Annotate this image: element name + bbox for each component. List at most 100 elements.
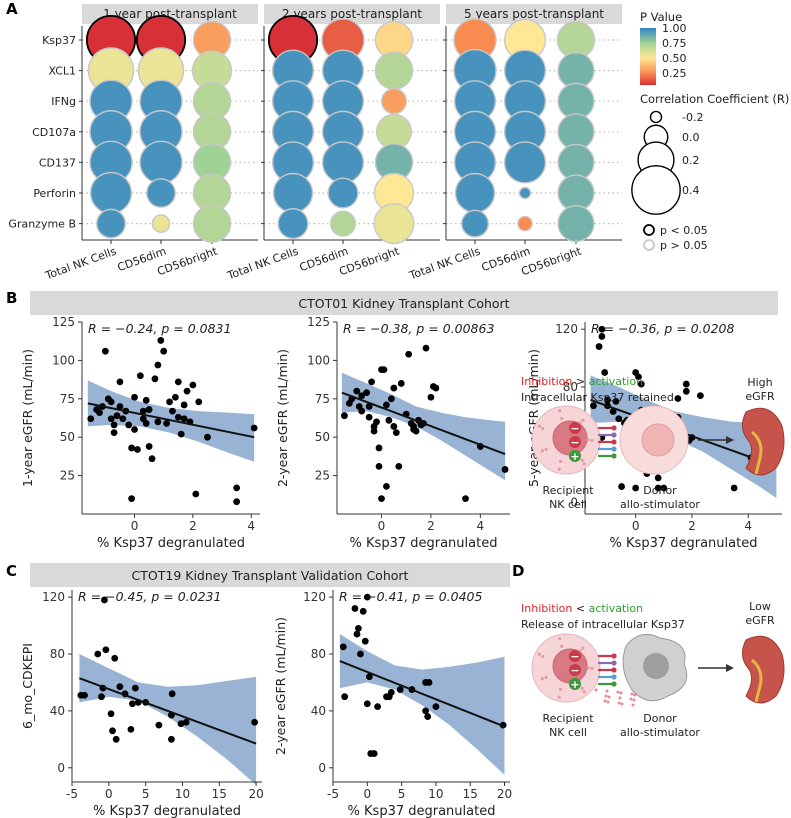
comparison-symbol: < xyxy=(572,602,588,615)
facet-title: 5 years post-transplant xyxy=(464,7,604,21)
data-point xyxy=(396,686,404,693)
outcome-label: High xyxy=(747,376,772,389)
data-point xyxy=(637,380,645,388)
correlation-annotation: R = −0.45, p = 0.0231 xyxy=(78,589,221,604)
data-point xyxy=(341,412,348,420)
inhibition-word: Inhibition xyxy=(521,375,572,388)
granule xyxy=(586,666,590,670)
data-point xyxy=(353,630,361,638)
bubble xyxy=(557,204,595,243)
data-point xyxy=(109,727,116,735)
x-tick-label: 2 xyxy=(189,519,197,533)
receptor-ligand xyxy=(611,439,617,445)
x-tick-label: 20 xyxy=(497,787,512,801)
y-axis-label: 2-year eGFR (mL/min) xyxy=(275,349,290,487)
receptor-ligand xyxy=(611,681,617,687)
legend-tick: 0.25 xyxy=(662,67,687,80)
mechanism-title: Inhibition > activation xyxy=(521,375,643,388)
data-point xyxy=(601,369,609,376)
x-tick-label: 2 xyxy=(688,519,696,533)
data-point xyxy=(357,650,364,658)
panel-d-diagram: −−+−−+Inhibition > activationIntracellul… xyxy=(521,375,785,739)
x-tick-label: -5 xyxy=(66,787,78,801)
data-point xyxy=(169,407,176,415)
bubble xyxy=(517,215,533,232)
receptor-ligand xyxy=(611,660,617,666)
y-tick-label: 120 xyxy=(555,322,578,336)
data-point xyxy=(96,409,103,417)
y-tick-label: 50 xyxy=(315,430,330,444)
donor-label: allo-stimulator xyxy=(620,726,700,739)
recipient-label: NK cell xyxy=(549,498,587,511)
granule xyxy=(558,409,562,413)
data-point xyxy=(354,625,362,632)
legend-sig-label: p < 0.05 xyxy=(660,224,708,237)
y-tick-label: 50 xyxy=(60,430,75,444)
data-point xyxy=(87,415,95,423)
correlation-annotation: R = −0.38, p = 0.00863 xyxy=(343,321,494,336)
released-granule xyxy=(606,700,610,704)
y-tick-label: 125 xyxy=(52,315,75,329)
released-granule xyxy=(607,695,611,699)
data-point xyxy=(378,495,385,503)
data-point xyxy=(160,347,168,355)
outcome-label: eGFR xyxy=(745,614,775,627)
inhibitory-receptor-marker xyxy=(569,422,581,434)
arrow-head xyxy=(726,436,734,444)
x-tick-label: -5 xyxy=(327,787,339,801)
data-point xyxy=(128,700,136,708)
data-point xyxy=(195,398,203,406)
released-granule xyxy=(594,688,598,692)
scatter-panel-b1: 0 2 4 25 50 75 100 125 % Ksp37 degranulated 1-yea… xyxy=(20,315,260,551)
released-granule xyxy=(631,703,635,707)
correlation-annotation: R = −0.41, p = 0.0405 xyxy=(339,589,482,604)
bubble xyxy=(380,88,408,115)
released-granule xyxy=(619,691,623,695)
bubble xyxy=(139,140,183,185)
data-point xyxy=(145,443,153,450)
x-tick-label: 4 xyxy=(477,519,485,533)
strip-b xyxy=(30,291,778,315)
data-point xyxy=(370,427,378,435)
column-label: Total NK Cells xyxy=(43,245,119,283)
regression-line xyxy=(341,391,506,456)
data-point xyxy=(595,343,603,350)
data-point xyxy=(405,350,413,358)
bubble xyxy=(461,209,490,238)
data-point xyxy=(136,372,144,380)
x-tick-label: 5 xyxy=(398,787,406,801)
donor-label: allo-stimulator xyxy=(620,498,700,511)
data-point xyxy=(113,412,121,420)
y-tick-label: 75 xyxy=(315,392,330,406)
data-point xyxy=(422,344,430,352)
data-point xyxy=(604,396,611,404)
panel-label-a: A xyxy=(6,0,18,18)
data-point xyxy=(375,444,383,452)
y-tick-label: 80 xyxy=(50,647,65,661)
data-point xyxy=(730,484,738,492)
facet-title: 2 years post-transplant xyxy=(282,7,422,21)
plus-sign: + xyxy=(570,678,579,691)
data-point xyxy=(395,462,403,470)
mechanism-subtitle: Intracellular Ksp37 retained xyxy=(521,391,674,404)
bubble xyxy=(373,203,415,245)
mechanism-title: Inhibition < activation xyxy=(521,602,643,615)
data-point xyxy=(174,413,182,421)
data-point xyxy=(101,596,108,604)
column-label: Total NK Cells xyxy=(225,245,301,283)
scatter-panel-b2: 0 2 4 25 50 75 100 125 % Ksp37 degranulated 2-yea… xyxy=(275,315,510,551)
data-point xyxy=(155,721,163,729)
data-point xyxy=(116,403,124,410)
legend-title-p: P Value xyxy=(640,10,682,24)
data-point xyxy=(168,690,176,698)
facet-strip xyxy=(446,4,622,24)
data-point xyxy=(385,416,393,424)
kidney xyxy=(742,407,785,476)
data-point xyxy=(180,401,188,409)
data-point xyxy=(180,415,188,423)
confidence-band xyxy=(339,634,505,775)
data-point xyxy=(183,387,191,395)
data-point xyxy=(501,466,509,473)
released-granule xyxy=(620,702,624,706)
granule xyxy=(580,458,584,462)
